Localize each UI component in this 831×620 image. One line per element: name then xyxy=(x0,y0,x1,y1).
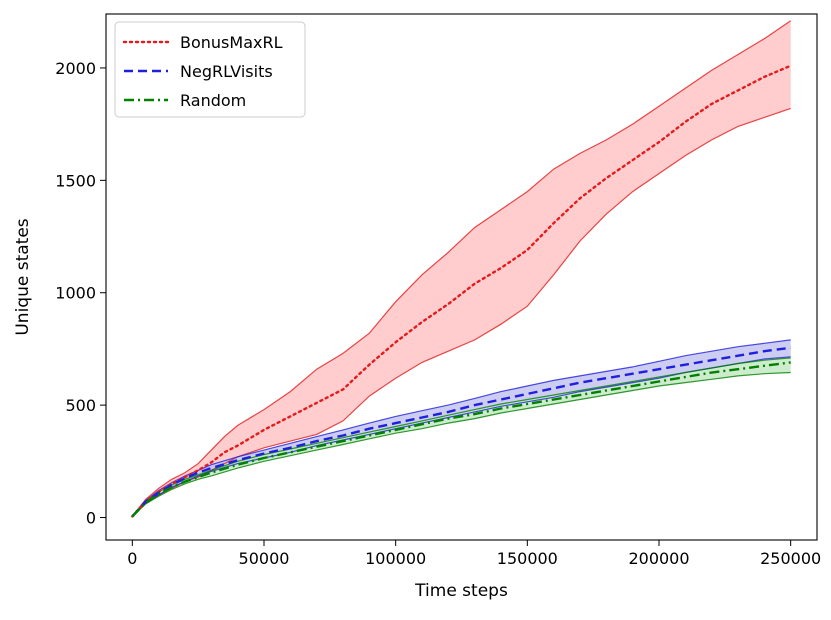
legend: BonusMaxRL NegRLVisits Random xyxy=(114,21,306,118)
band-random xyxy=(132,357,791,517)
band-upper-negrlvisits xyxy=(131,339,791,517)
series-line-random xyxy=(131,361,791,518)
y-axis-label: Unique states xyxy=(13,218,33,335)
band-negrlvisits xyxy=(132,339,791,517)
legend-label-bonusmaxrl: BonusMaxRL xyxy=(180,33,283,52)
x-tick-label: 100000 xyxy=(365,549,426,568)
y-tick-label: 500 xyxy=(65,396,96,415)
x-axis-label: Time steps xyxy=(414,581,508,601)
y-tick-label: 1000 xyxy=(55,284,96,303)
legend-label-negrlvisits: NegRLVisits xyxy=(180,62,273,81)
y-axis-ticks: 0 500 1000 1500 2000 xyxy=(55,59,106,528)
x-tick-label: 200000 xyxy=(628,549,689,568)
legend-label-random: Random xyxy=(180,91,246,110)
band-upper-bonusmaxrl xyxy=(131,20,792,517)
x-axis-ticks: 0 50000 100000 150000 200000 250000 xyxy=(127,540,821,568)
mean-lines xyxy=(131,64,792,518)
x-tick-label: 0 xyxy=(127,549,137,568)
x-tick-label: 50000 xyxy=(239,549,290,568)
band-bonusmaxrl xyxy=(132,20,791,517)
y-tick-label: 0 xyxy=(86,509,96,528)
plot-frame xyxy=(105,13,818,541)
x-tick-label: 150000 xyxy=(497,549,558,568)
series-line-bonusmaxrl xyxy=(131,64,792,518)
y-tick-label: 2000 xyxy=(55,59,96,78)
series-line-negrlvisits xyxy=(131,346,791,518)
band-upper-random xyxy=(131,357,791,517)
y-tick-label: 1500 xyxy=(55,171,96,190)
band-lower-random xyxy=(131,371,791,517)
legend-box xyxy=(114,21,306,118)
x-tick-label: 250000 xyxy=(760,549,821,568)
